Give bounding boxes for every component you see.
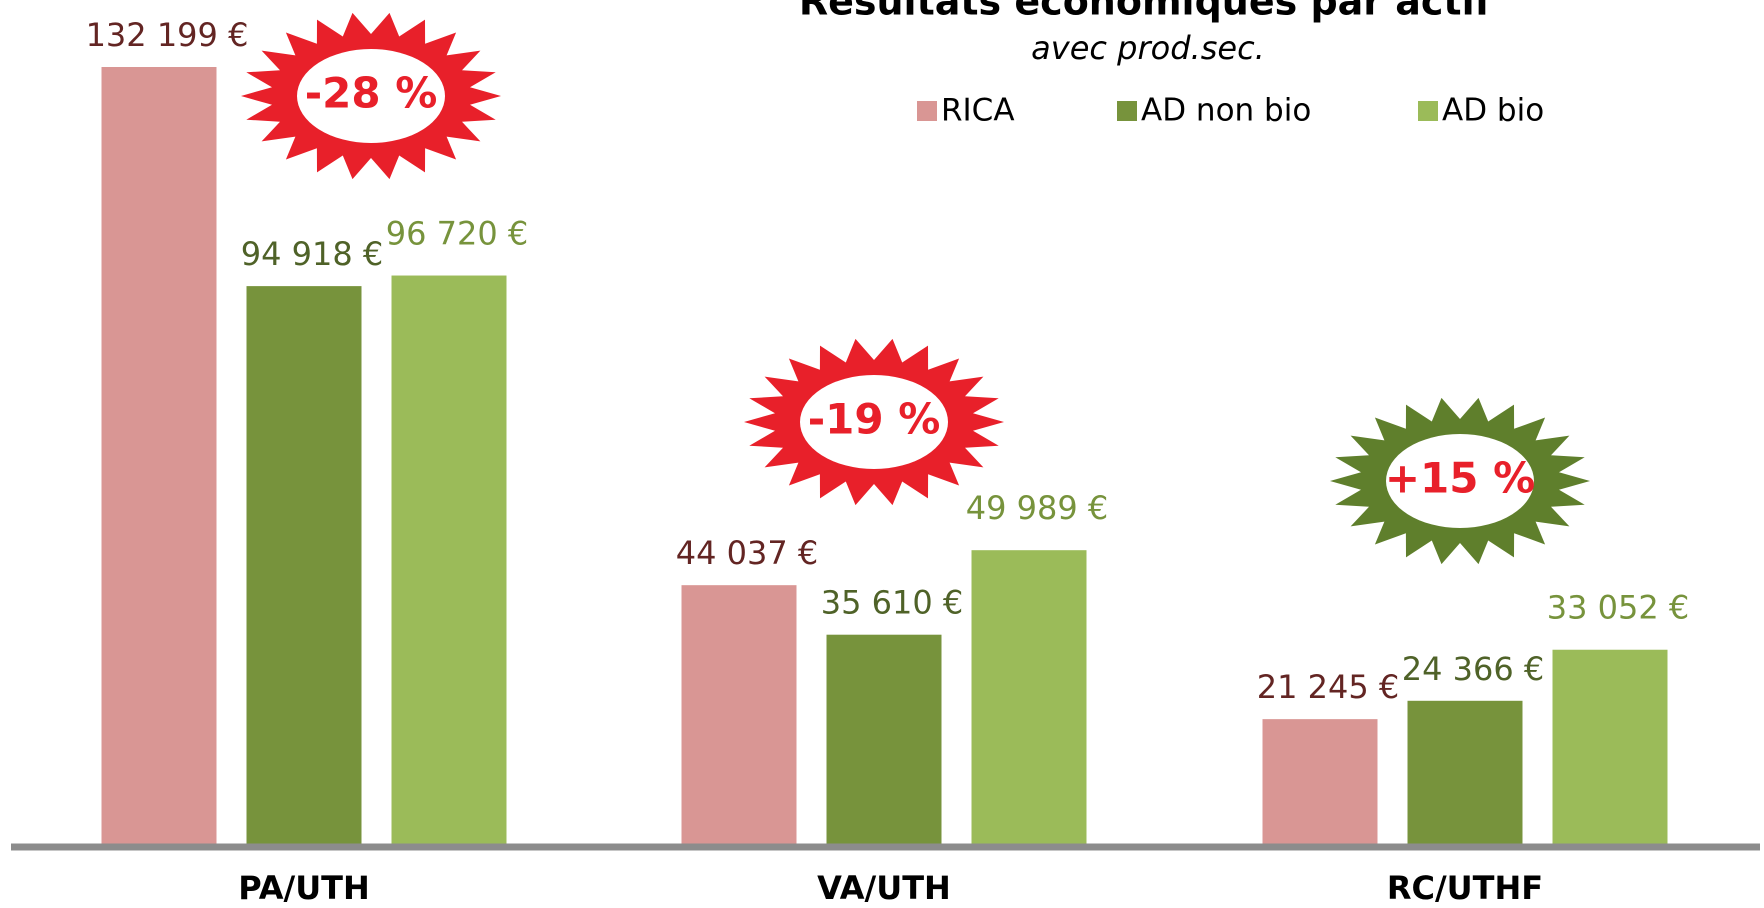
bar xyxy=(1262,719,1378,844)
legend-label: RICA xyxy=(941,93,1015,129)
bar xyxy=(681,585,797,844)
bar xyxy=(1407,700,1523,844)
starburst-center xyxy=(800,375,948,469)
bar xyxy=(826,634,942,844)
annotation: -28 % xyxy=(305,69,438,118)
bar xyxy=(971,550,1087,844)
legend-label: AD bio xyxy=(1442,93,1544,129)
data-label: 21 245 € xyxy=(1257,668,1400,706)
data-label: 33 052 € xyxy=(1547,589,1690,627)
bar xyxy=(101,67,217,844)
legend-swatch xyxy=(917,101,937,121)
data-label: 49 989 € xyxy=(966,489,1109,527)
bar xyxy=(246,286,362,845)
data-label: 96 720 € xyxy=(386,215,529,253)
annotation: +15 % xyxy=(1385,454,1535,503)
chart-title: Résultats économiques par actif xyxy=(799,0,1492,24)
legend-swatch xyxy=(1117,101,1137,121)
annotation: -19 % xyxy=(808,395,941,444)
data-label: 24 366 € xyxy=(1402,650,1545,688)
bar xyxy=(1552,649,1668,844)
legend-label: AD non bio xyxy=(1141,93,1311,129)
x-tick-label: RC/UTHF xyxy=(1387,869,1543,907)
legend-swatch xyxy=(1418,101,1438,121)
starburst-center xyxy=(297,49,445,143)
data-label: 132 199 € xyxy=(86,16,249,54)
data-label: 44 037 € xyxy=(676,534,819,572)
bar xyxy=(391,275,507,844)
starburst-center xyxy=(1386,434,1534,528)
x-tick-label: VA/UTH xyxy=(817,869,951,907)
data-label: 35 610 € xyxy=(821,584,964,622)
data-label: 94 918 € xyxy=(241,235,384,273)
x-tick-label: PA/UTH xyxy=(238,869,370,907)
chart-subtitle: avec prod.sec. xyxy=(1031,29,1265,67)
